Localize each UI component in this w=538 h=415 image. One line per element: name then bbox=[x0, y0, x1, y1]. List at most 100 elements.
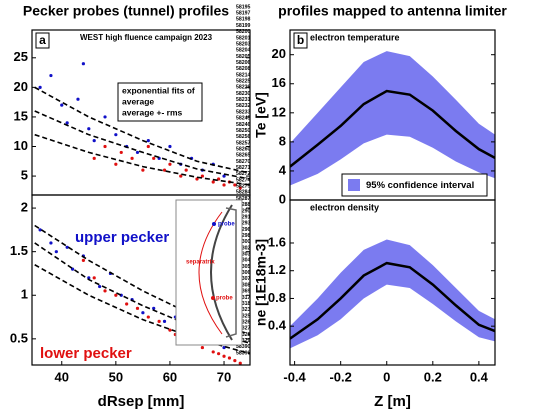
profile-line bbox=[290, 261, 495, 340]
shot-number: 58231 bbox=[236, 97, 251, 103]
point bbox=[211, 350, 215, 354]
subtitle: electron density bbox=[310, 202, 379, 212]
point bbox=[92, 276, 96, 280]
fit-line bbox=[34, 264, 250, 355]
panel-label-box bbox=[35, 32, 50, 49]
legend-box bbox=[341, 173, 488, 197]
inset-probe-upper bbox=[212, 222, 216, 226]
point bbox=[168, 162, 172, 166]
subtitle: WEST high fluence campaign 2023 bbox=[80, 33, 213, 42]
confidence-band bbox=[290, 51, 495, 186]
point bbox=[135, 306, 140, 310]
shot-number: 58256 bbox=[236, 134, 251, 140]
point bbox=[146, 144, 150, 149]
point bbox=[76, 97, 80, 101]
point bbox=[114, 133, 118, 137]
point bbox=[103, 115, 107, 119]
y-tick-label: 15 bbox=[14, 108, 28, 123]
point bbox=[168, 328, 172, 332]
point bbox=[233, 183, 237, 187]
confidence-band bbox=[290, 239, 495, 349]
x-axis-label: Z [m] bbox=[374, 393, 411, 410]
shot-number: 58328 bbox=[236, 332, 251, 338]
point bbox=[38, 228, 42, 232]
shot-number: 58225 bbox=[236, 79, 251, 85]
inset-diagram: probe separatrix probe bbox=[175, 199, 243, 346]
point bbox=[65, 245, 69, 249]
panel-title: profiles mapped to antenna limiter bbox=[278, 3, 507, 19]
point bbox=[81, 258, 85, 262]
y-tick-label: 10 bbox=[14, 138, 28, 153]
point bbox=[92, 138, 96, 143]
shot-number: 58246 bbox=[236, 122, 251, 128]
shot-number: 58195 bbox=[236, 4, 251, 10]
shot-number: 58250 bbox=[236, 128, 251, 134]
inset-wall bbox=[210, 204, 233, 341]
shot-number: 58245 bbox=[236, 116, 251, 122]
shot-number: 58203 bbox=[236, 41, 251, 47]
fit-line bbox=[34, 110, 250, 180]
y-tick-label: 0.4 bbox=[268, 318, 287, 333]
inset-limiter bbox=[225, 207, 237, 338]
shot-number: 58323 bbox=[236, 307, 251, 313]
plot-area bbox=[34, 62, 250, 190]
point bbox=[98, 284, 102, 289]
y-tick-label: 1.5 bbox=[10, 243, 28, 258]
shot-number: 58272 bbox=[236, 171, 251, 177]
point bbox=[49, 73, 53, 78]
shot-number: 58257 bbox=[236, 140, 251, 146]
point bbox=[130, 156, 134, 160]
point bbox=[238, 186, 242, 190]
point bbox=[49, 241, 53, 245]
panel-label: a bbox=[39, 33, 46, 47]
shot-number: 58208 bbox=[236, 66, 251, 72]
point bbox=[227, 356, 232, 360]
shot-number: 58260 bbox=[236, 146, 251, 152]
axes-frame bbox=[289, 199, 496, 366]
point bbox=[217, 352, 221, 356]
shot-number: 58199 bbox=[236, 23, 251, 29]
plot-area bbox=[290, 239, 495, 349]
shot-number: 58200 bbox=[236, 29, 251, 35]
shot-number: 58300 bbox=[236, 239, 251, 245]
x-tick-label: -0.4 bbox=[283, 369, 306, 384]
shot-number: 58214 bbox=[236, 72, 251, 78]
point bbox=[125, 302, 129, 306]
inset-probe-lower bbox=[211, 296, 215, 300]
y-tick-label: 16 bbox=[272, 75, 286, 90]
point bbox=[211, 180, 215, 184]
fit-note: average bbox=[122, 96, 154, 106]
y-tick-label: 1.2 bbox=[268, 262, 286, 277]
fit-note-box bbox=[117, 82, 203, 122]
point bbox=[65, 121, 69, 125]
point bbox=[60, 103, 64, 107]
point bbox=[103, 289, 107, 293]
shot-number: 58369 bbox=[236, 289, 251, 295]
legend-text: 95% confidence interval bbox=[366, 180, 474, 191]
shot-number: 58396 bbox=[236, 350, 251, 356]
shot-number: 58275 bbox=[236, 184, 251, 190]
shot-number: 58298 bbox=[236, 233, 251, 239]
x-tick-label: 0 bbox=[383, 369, 390, 384]
fit-line bbox=[34, 133, 250, 186]
fit-note: average +- rms bbox=[122, 107, 183, 117]
point bbox=[141, 168, 145, 172]
point bbox=[135, 150, 140, 155]
shot-number: 58390 bbox=[236, 344, 251, 350]
shot-number: 58270 bbox=[236, 159, 251, 165]
shot-number: 58307 bbox=[236, 276, 251, 282]
y-tick-label: 1 bbox=[21, 287, 28, 302]
y-tick-label: 12 bbox=[272, 104, 286, 119]
fit-line bbox=[34, 86, 250, 174]
point bbox=[184, 168, 188, 172]
y-tick-label: 0.5 bbox=[10, 330, 28, 345]
point bbox=[103, 144, 107, 149]
point bbox=[119, 150, 123, 155]
y-tick-label: 8 bbox=[279, 133, 286, 148]
point bbox=[114, 162, 118, 166]
point bbox=[222, 174, 226, 178]
y-tick-label: 0 bbox=[279, 191, 286, 206]
point bbox=[152, 156, 156, 160]
shot-number: 58318 bbox=[236, 301, 251, 307]
